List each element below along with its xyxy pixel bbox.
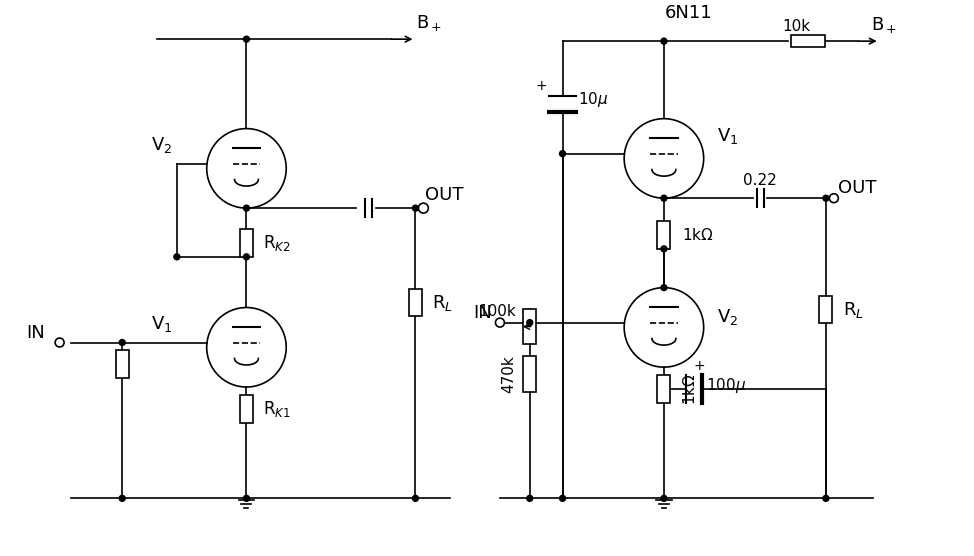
Circle shape: [661, 195, 667, 201]
Text: 1k$\Omega$: 1k$\Omega$: [682, 227, 714, 243]
Circle shape: [244, 205, 249, 211]
Text: B$_+$: B$_+$: [871, 15, 897, 35]
Text: 100$\mu$: 100$\mu$: [706, 375, 746, 395]
Circle shape: [496, 318, 505, 327]
Circle shape: [206, 128, 286, 208]
Text: OUT: OUT: [426, 186, 464, 204]
Circle shape: [244, 36, 249, 42]
Bar: [657, 221, 670, 249]
Text: B$_+$: B$_+$: [417, 13, 442, 33]
Circle shape: [244, 495, 249, 502]
Circle shape: [661, 285, 667, 291]
Circle shape: [559, 495, 566, 502]
Circle shape: [624, 287, 703, 367]
Circle shape: [119, 340, 126, 345]
Text: OUT: OUT: [838, 179, 877, 197]
Bar: [791, 35, 825, 47]
Circle shape: [823, 495, 829, 502]
Circle shape: [56, 338, 64, 347]
Text: R$_L$: R$_L$: [843, 300, 864, 320]
Circle shape: [206, 307, 286, 387]
Text: R$_{K1}$: R$_{K1}$: [263, 399, 291, 419]
Text: 470k: 470k: [501, 355, 516, 393]
Text: +: +: [693, 359, 705, 373]
Circle shape: [527, 495, 533, 502]
Circle shape: [823, 195, 829, 201]
Circle shape: [412, 495, 419, 502]
Text: IN: IN: [26, 324, 45, 341]
Text: V$_2$: V$_2$: [717, 307, 738, 327]
Circle shape: [419, 203, 429, 213]
Circle shape: [661, 38, 667, 44]
Text: IN: IN: [473, 304, 492, 322]
Circle shape: [412, 205, 419, 211]
Circle shape: [830, 193, 839, 202]
Bar: [523, 309, 537, 345]
Text: +: +: [535, 79, 546, 93]
Text: V$_2$: V$_2$: [151, 136, 172, 156]
Bar: [240, 229, 253, 257]
Bar: [116, 350, 129, 378]
Text: 6N11: 6N11: [665, 4, 713, 22]
Bar: [240, 395, 253, 423]
Text: R$_L$: R$_L$: [432, 292, 453, 312]
Circle shape: [527, 320, 533, 326]
Text: 10$\mu$: 10$\mu$: [579, 90, 609, 110]
Text: 10k: 10k: [782, 19, 810, 34]
Bar: [409, 289, 422, 316]
Circle shape: [559, 151, 566, 157]
Circle shape: [119, 495, 126, 502]
Text: V$_1$: V$_1$: [151, 314, 172, 334]
Text: 1k$\Omega$: 1k$\Omega$: [682, 373, 697, 405]
Circle shape: [244, 254, 249, 260]
Text: 100k: 100k: [478, 304, 516, 319]
Circle shape: [624, 118, 703, 198]
Text: V$_1$: V$_1$: [717, 126, 738, 146]
Bar: [523, 356, 537, 392]
Text: R$_{K2}$: R$_{K2}$: [263, 233, 291, 253]
Text: 0.22: 0.22: [743, 173, 777, 188]
Circle shape: [661, 495, 667, 502]
Circle shape: [661, 246, 667, 252]
Bar: [819, 296, 833, 324]
Circle shape: [174, 254, 180, 260]
Bar: [657, 375, 670, 403]
